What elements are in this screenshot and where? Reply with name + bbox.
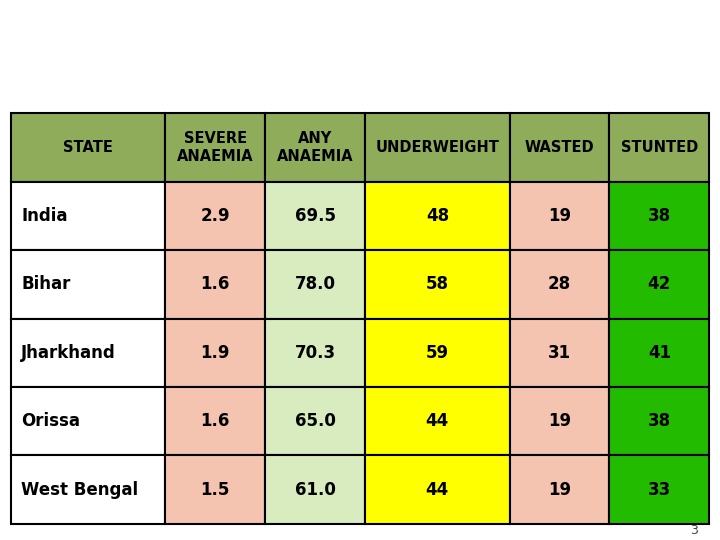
Text: Jharkhand: Jharkhand — [22, 344, 116, 362]
Bar — [510, 387, 609, 455]
Text: 1.9: 1.9 — [201, 344, 230, 362]
Text: UNDERWEIGHT: UNDERWEIGHT — [375, 140, 499, 155]
Text: STUNTED: STUNTED — [621, 140, 698, 155]
Text: 61.0: 61.0 — [294, 481, 336, 498]
Bar — [265, 455, 365, 524]
Bar — [365, 250, 510, 319]
Bar — [11, 113, 166, 182]
Bar — [11, 387, 166, 455]
Bar — [510, 250, 609, 319]
Text: 28: 28 — [548, 275, 571, 293]
Text: 78.0: 78.0 — [294, 275, 336, 293]
Bar — [11, 182, 166, 250]
Text: 59: 59 — [426, 344, 449, 362]
Text: 70.3: 70.3 — [294, 344, 336, 362]
Text: 42: 42 — [648, 275, 671, 293]
Text: India: India — [22, 207, 68, 225]
Text: 19: 19 — [548, 481, 571, 498]
Bar — [166, 182, 265, 250]
Bar — [265, 182, 365, 250]
Bar — [365, 455, 510, 524]
Text: STATE: STATE — [63, 140, 113, 155]
Text: 1.5: 1.5 — [201, 481, 230, 498]
Bar — [609, 113, 709, 182]
Bar — [166, 113, 265, 182]
Text: 1.6: 1.6 — [201, 275, 230, 293]
Text: WASTED: WASTED — [525, 140, 594, 155]
Text: 44: 44 — [426, 481, 449, 498]
Text: ANY
ANAEMIA: ANY ANAEMIA — [276, 131, 354, 164]
Bar — [166, 455, 265, 524]
Bar — [365, 319, 510, 387]
Bar — [265, 319, 365, 387]
Text: Bihar: Bihar — [22, 275, 71, 293]
Text: SEVERE
ANAEMIA: SEVERE ANAEMIA — [177, 131, 253, 164]
Bar — [11, 250, 166, 319]
Bar — [609, 319, 709, 387]
Text: 58: 58 — [426, 275, 449, 293]
Text: Orissa: Orissa — [22, 412, 80, 430]
Text: 69.5: 69.5 — [294, 207, 336, 225]
Bar — [609, 455, 709, 524]
Bar — [166, 387, 265, 455]
Text: 65.0: 65.0 — [294, 412, 336, 430]
Text: 31: 31 — [548, 344, 571, 362]
Bar — [510, 113, 609, 182]
Bar — [11, 319, 166, 387]
Text: 1.6: 1.6 — [201, 412, 230, 430]
Bar — [510, 455, 609, 524]
Bar — [609, 387, 709, 455]
Text: 38: 38 — [648, 207, 671, 225]
Text: West Bengal: West Bengal — [22, 481, 138, 498]
Bar — [609, 250, 709, 319]
Bar — [11, 455, 166, 524]
Bar — [265, 387, 365, 455]
Text: Level of Anemia (6-35 months old)  & Level of Mal nutrition
as per NFHS - III: Level of Anemia (6-35 months old) & Leve… — [0, 30, 720, 76]
Text: 38: 38 — [648, 412, 671, 430]
Bar — [265, 250, 365, 319]
Text: 44: 44 — [426, 412, 449, 430]
Text: 41: 41 — [648, 344, 671, 362]
Text: 19: 19 — [548, 412, 571, 430]
Text: 19: 19 — [548, 207, 571, 225]
Bar — [510, 319, 609, 387]
Bar — [609, 182, 709, 250]
Bar — [265, 113, 365, 182]
Text: 2.9: 2.9 — [200, 207, 230, 225]
Text: 33: 33 — [648, 481, 671, 498]
Bar — [365, 387, 510, 455]
Text: 48: 48 — [426, 207, 449, 225]
Bar — [510, 182, 609, 250]
Bar — [166, 250, 265, 319]
Text: 3: 3 — [690, 524, 698, 537]
Bar — [365, 113, 510, 182]
Bar — [365, 182, 510, 250]
Bar — [166, 319, 265, 387]
